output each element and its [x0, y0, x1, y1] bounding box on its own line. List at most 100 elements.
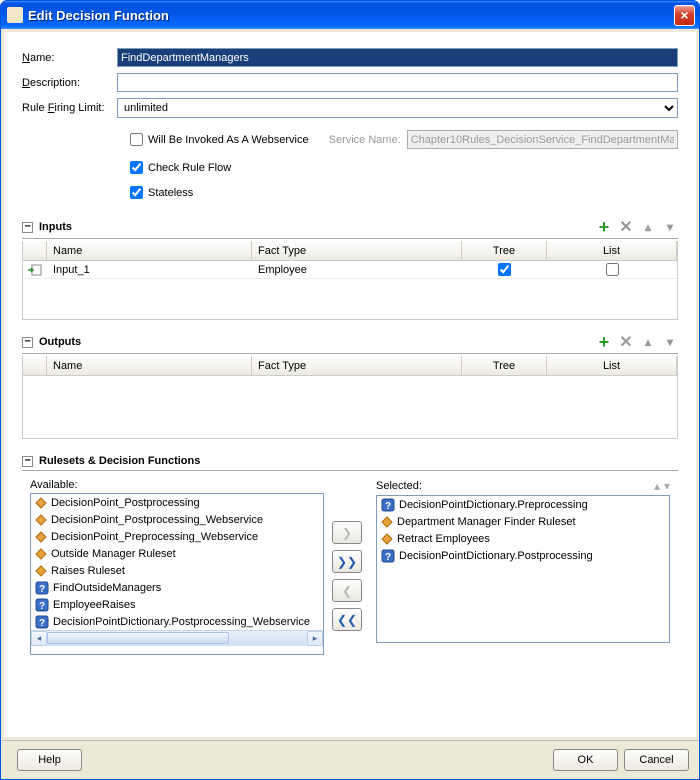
add-input-icon[interactable]: + — [596, 219, 612, 235]
rule-firing-limit-select[interactable]: unlimited — [117, 98, 678, 118]
name-input[interactable] — [117, 48, 678, 67]
ruleset-icon — [35, 565, 47, 577]
inputs-expander[interactable]: − — [22, 222, 33, 233]
delete-output-icon[interactable]: ✕ — [618, 334, 634, 350]
input-name-cell: Input_1 — [47, 264, 252, 276]
list-item-label: EmployeeRaises — [53, 599, 136, 611]
delete-input-icon[interactable]: ✕ — [618, 219, 634, 235]
titlebar: Edit Decision Function × — [1, 1, 699, 29]
outputs-col-tree: Tree — [462, 356, 547, 375]
list-item[interactable]: Outside Manager Ruleset — [31, 545, 323, 562]
decision-function-icon: ? — [35, 598, 49, 612]
list-item[interactable]: Department Manager Finder Ruleset — [377, 513, 669, 530]
outputs-section: − Outputs + ✕ ▴ ▾ Name Fact Type Tree Li… — [22, 334, 678, 439]
move-all-left-button[interactable]: ❮❮ — [332, 608, 362, 631]
svg-text:?: ? — [39, 618, 45, 629]
selected-up-icon[interactable]: ▴ — [654, 479, 660, 493]
ruleset-icon — [35, 514, 47, 526]
move-left-button[interactable]: ❮ — [332, 579, 362, 602]
svg-text:?: ? — [385, 501, 391, 512]
inputs-col-fact: Fact Type — [252, 241, 462, 260]
inputs-col-list: List — [547, 241, 677, 260]
decision-function-icon: ? — [35, 581, 49, 595]
stateless-label: Stateless — [148, 187, 193, 199]
decision-function-icon: ? — [381, 549, 395, 563]
name-row: Name: — [22, 48, 678, 67]
move-input-up-icon[interactable]: ▴ — [640, 219, 656, 235]
move-output-up-icon[interactable]: ▴ — [640, 334, 656, 350]
selected-down-icon[interactable]: ▾ — [664, 479, 670, 493]
svg-text:?: ? — [385, 552, 391, 563]
svg-text:?: ? — [39, 584, 45, 595]
content-area: Name: Description: Rule Firing Limit: un… — [4, 32, 696, 737]
list-item[interactable]: Raises Ruleset — [31, 562, 323, 579]
list-item[interactable]: ?DecisionPointDictionary.Postprocessing_… — [31, 613, 323, 630]
list-item[interactable]: ? DecisionPointDictionary.Preprocessing — [377, 496, 669, 513]
list-item-label: FindOutsideManagers — [53, 582, 161, 594]
description-input[interactable] — [117, 73, 678, 92]
rulesets-section: − Rulesets & Decision Functions Availabl… — [22, 455, 678, 727]
check-rule-flow-label: Check Rule Flow — [148, 162, 231, 174]
outputs-grid-body — [23, 376, 677, 438]
check-rule-flow-checkbox[interactable] — [130, 161, 143, 174]
list-item[interactable]: Retract Employees — [377, 530, 669, 547]
ok-button[interactable]: OK — [553, 749, 618, 771]
outputs-grid-head: Name Fact Type Tree List — [23, 356, 677, 376]
inputs-col-tree: Tree — [462, 241, 547, 260]
input-tree-checkbox[interactable] — [498, 263, 511, 276]
ruleset-icon — [35, 497, 47, 509]
app-icon — [7, 7, 23, 23]
outputs-expander[interactable]: − — [22, 337, 33, 348]
list-item-label: Raises Ruleset — [51, 565, 125, 577]
inputs-title: Inputs — [39, 221, 72, 233]
window-title: Edit Decision Function — [28, 8, 674, 23]
service-name-input — [407, 130, 678, 149]
available-label: Available: — [30, 479, 324, 491]
list-item[interactable]: DecisionPoint_Preprocessing_Webservice — [31, 528, 323, 545]
selected-label: Selected: — [376, 480, 654, 492]
cancel-button[interactable]: Cancel — [624, 749, 689, 771]
horizontal-scrollbar[interactable]: ◂▸ — [31, 630, 323, 646]
scroll-right-icon[interactable]: ▸ — [307, 631, 323, 646]
inputs-grid-body: Input_1 Employee — [23, 261, 677, 319]
move-output-down-icon[interactable]: ▾ — [662, 334, 678, 350]
ruleset-icon — [35, 548, 47, 560]
input-list-checkbox[interactable] — [606, 263, 619, 276]
list-item[interactable]: ? EmployeeRaises — [31, 596, 323, 613]
close-button[interactable]: × — [674, 5, 695, 26]
footer: Help OK Cancel — [1, 740, 699, 779]
table-row[interactable]: Input_1 Employee — [23, 261, 677, 279]
dialog-window: Edit Decision Function × Name: Descripti… — [0, 0, 700, 780]
stateless-checkbox[interactable] — [130, 186, 143, 199]
help-button[interactable]: Help — [17, 749, 82, 771]
outputs-grid: Name Fact Type Tree List — [22, 356, 678, 439]
available-list[interactable]: DecisionPoint_Postprocessing DecisionPoin… — [30, 493, 324, 655]
available-col: Available: DecisionPoint_PostprocessingD… — [30, 479, 324, 655]
stateless-row: Stateless — [130, 186, 678, 199]
list-item[interactable]: ? FindOutsideManagers — [31, 579, 323, 596]
name-label: Name: — [22, 52, 117, 64]
webservice-row: Will Be Invoked As A Webservice Service … — [130, 130, 678, 149]
webservice-checkbox[interactable] — [130, 133, 143, 146]
move-right-button[interactable]: ❯ — [332, 521, 362, 544]
list-item-label: DecisionPointDictionary.Preprocessing — [399, 499, 588, 511]
rulesets-expander[interactable]: − — [22, 456, 33, 467]
move-all-right-button[interactable]: ❯❯ — [332, 550, 362, 573]
inputs-header: − Inputs + ✕ ▴ ▾ — [22, 219, 678, 239]
inputs-section: − Inputs + ✕ ▴ ▾ Name Fact Type Tree Lis… — [22, 219, 678, 320]
ruleset-icon — [381, 516, 393, 528]
outputs-col-list: List — [547, 356, 677, 375]
list-item-label: DecisionPoint_Postprocessing — [51, 497, 200, 509]
rulesets-header: − Rulesets & Decision Functions — [22, 455, 678, 471]
outputs-title: Outputs — [39, 336, 81, 348]
list-item[interactable]: DecisionPoint_Postprocessing — [31, 494, 323, 511]
list-item[interactable]: DecisionPoint_Postprocessing_Webservice — [31, 511, 323, 528]
move-input-down-icon[interactable]: ▾ — [662, 219, 678, 235]
selected-list[interactable]: ? DecisionPointDictionary.Preprocessing De… — [376, 495, 670, 643]
outputs-col-name: Name — [47, 356, 252, 375]
outputs-toolbar: + ✕ ▴ ▾ — [596, 334, 678, 350]
ruleset-icon — [381, 533, 393, 545]
add-output-icon[interactable]: + — [596, 334, 612, 350]
scroll-left-icon[interactable]: ◂ — [31, 631, 47, 646]
list-item[interactable]: ?DecisionPointDictionary.Postprocessing — [377, 547, 669, 564]
